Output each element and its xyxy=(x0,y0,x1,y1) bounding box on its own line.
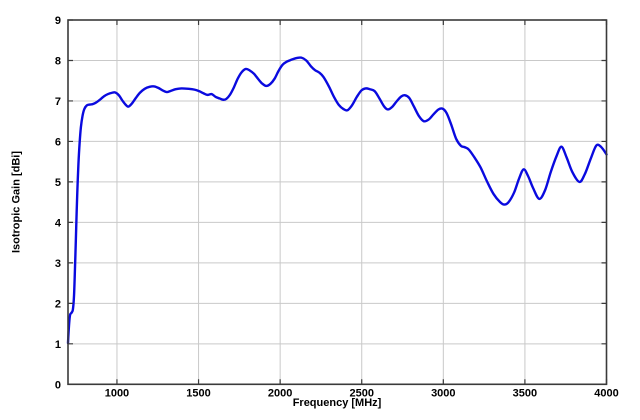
y-tick-label-5: 5 xyxy=(55,177,61,189)
y-tick-label-9: 9 xyxy=(55,15,61,27)
grid-lines xyxy=(68,20,607,385)
tick-marks xyxy=(68,19,608,385)
x-tick-label-1500: 1500 xyxy=(186,387,210,399)
y-tick-label-2: 2 xyxy=(55,298,61,310)
series-line-isotropic-gain xyxy=(66,56,608,345)
x-tick-label-2000: 2000 xyxy=(268,387,292,399)
x-tick-label-1000: 1000 xyxy=(105,387,129,399)
y-tick-label-1: 1 xyxy=(55,339,61,351)
x-tick-label-3000: 3000 xyxy=(431,387,455,399)
y-tick-label-3: 3 xyxy=(55,258,61,270)
plot-border xyxy=(67,19,608,386)
x-tick-label-2500: 2500 xyxy=(349,387,373,399)
x-axis-title: Frequency [MHz] xyxy=(292,397,382,409)
y-tick-label-0: 0 xyxy=(55,379,61,391)
y-tick-label-4: 4 xyxy=(55,217,62,229)
y-tick-label-6: 6 xyxy=(55,136,61,148)
y-tick-label-8: 8 xyxy=(55,55,61,67)
y-axis-title: Isotropic Gain [dBi] xyxy=(10,150,23,254)
x-tick-label-3500: 3500 xyxy=(513,387,537,399)
x-tick-label-4000: 4000 xyxy=(594,387,618,399)
y-tick-label-7: 7 xyxy=(55,96,61,108)
